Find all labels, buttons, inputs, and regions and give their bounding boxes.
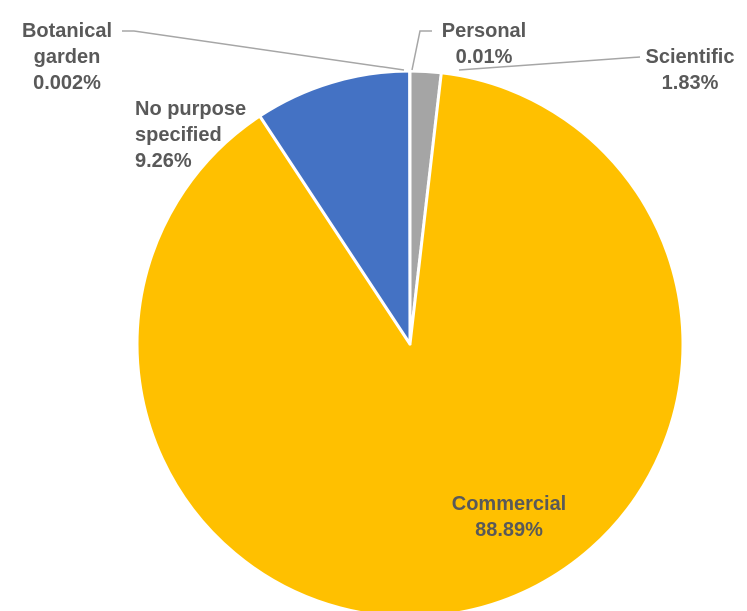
data-label-botanical-garden-category: garden <box>34 46 101 68</box>
leader-line-scientific <box>458 56 641 71</box>
pie-slice-no-purpose-specified <box>258 69 412 346</box>
data-label-commercial-value: 88.89% <box>475 519 543 541</box>
data-label-botanical-garden-value: 0.002% <box>33 72 101 94</box>
data-label-commercial-category: Commercial <box>452 493 567 515</box>
data-label-scientific-value: 1.83% <box>662 72 719 94</box>
pie-slices <box>135 69 685 611</box>
data-label-no-purpose-specified-value: 9.26% <box>135 150 192 172</box>
data-label-scientific-category: Scientific <box>646 46 735 68</box>
pie-slice-commercial <box>135 71 685 611</box>
data-label-personal-value: 0.01% <box>456 46 513 68</box>
data-labels: Scientific 1.83% Commercial 88.89% No purpos… <box>22 20 734 541</box>
leader-line-botanical-garden <box>122 30 405 71</box>
leader-lines <box>122 30 641 71</box>
data-label-no-purpose-specified-category: specified <box>135 124 222 146</box>
data-label-botanical-garden-category: Botanical <box>22 20 112 42</box>
data-label-no-purpose-specified-category: No purpose <box>135 98 246 120</box>
leader-line-personal <box>411 30 432 71</box>
data-label-personal-category: Personal <box>442 20 526 42</box>
